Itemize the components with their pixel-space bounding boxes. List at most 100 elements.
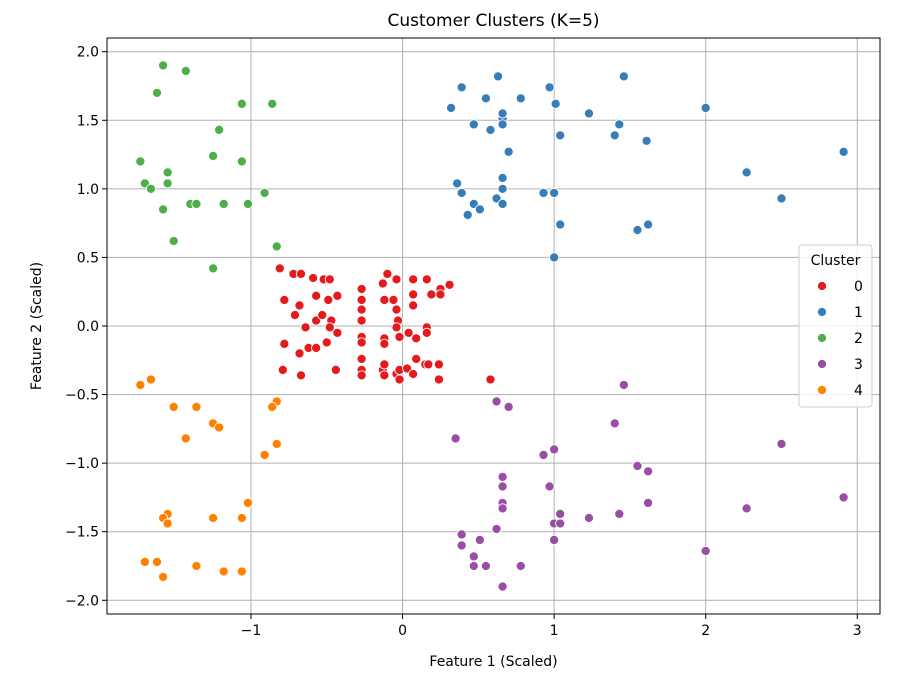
data-point-cluster-3 — [549, 534, 560, 545]
data-point-cluster-3 — [609, 418, 620, 429]
data-point-cluster-2 — [259, 187, 270, 199]
legend: Cluster 0 1 2 3 4 — [798, 244, 873, 408]
data-point-cluster-3 — [643, 466, 654, 477]
data-point-cluster-0 — [382, 268, 393, 279]
data-point-cluster-1 — [452, 178, 463, 189]
data-point-cluster-3 — [497, 581, 508, 592]
data-point-cluster-1 — [700, 102, 711, 113]
data-point-cluster-4 — [236, 512, 247, 524]
data-point-cluster-2 — [180, 65, 191, 76]
data-point-cluster-0 — [379, 338, 390, 349]
data-point-cluster-3 — [700, 545, 711, 556]
data-point-cluster-0 — [356, 370, 367, 381]
data-point-cluster-3 — [555, 518, 566, 529]
data-point-cluster-0 — [323, 294, 334, 305]
y-tick-label: −0.5 — [65, 388, 99, 404]
y-axis-label: Feature 2 (Scaled) — [29, 262, 45, 390]
data-point-cluster-2 — [236, 98, 247, 109]
legend-marker — [816, 280, 828, 292]
data-point-cluster-3 — [497, 481, 508, 492]
data-point-cluster-4 — [168, 401, 179, 412]
data-point-cluster-0 — [330, 364, 341, 375]
data-point-cluster-1 — [474, 204, 485, 215]
data-point-cluster-2 — [267, 98, 278, 109]
data-point-cluster-1 — [538, 187, 549, 199]
legend-label: 3 — [854, 357, 863, 373]
x-tick-label: 1 — [550, 623, 559, 639]
data-point-cluster-0 — [289, 309, 300, 321]
legend-marker — [816, 384, 828, 396]
data-point-cluster-1 — [641, 135, 652, 146]
data-point-cluster-1 — [515, 93, 526, 104]
data-point-cluster-0 — [295, 370, 307, 381]
data-point-cluster-1 — [618, 71, 629, 82]
data-point-cluster-0 — [391, 322, 402, 333]
legend-title: Cluster — [811, 253, 861, 269]
data-point-cluster-1 — [544, 82, 555, 93]
data-point-cluster-1 — [497, 119, 508, 130]
data-point-cluster-3 — [741, 503, 752, 514]
data-point-cluster-0 — [324, 322, 335, 333]
data-point-cluster-0 — [295, 268, 307, 279]
data-point-cluster-0 — [279, 338, 290, 349]
data-point-cluster-0 — [423, 359, 434, 370]
data-point-cluster-0 — [485, 374, 496, 385]
data-point-cluster-4 — [162, 518, 173, 529]
data-point-cluster-3 — [474, 534, 485, 545]
data-point-cluster-0 — [435, 289, 446, 300]
data-point-cluster-3 — [450, 433, 461, 444]
data-point-cluster-0 — [411, 333, 422, 344]
data-point-cluster-4 — [180, 433, 191, 444]
data-point-cluster-2 — [168, 235, 179, 247]
legend-label: 2 — [854, 331, 863, 347]
data-point-cluster-1 — [456, 187, 467, 199]
y-tick-label: −1.5 — [65, 525, 99, 541]
data-point-cluster-1 — [492, 71, 504, 82]
chart-title: Customer Clusters (K=5) — [387, 11, 599, 31]
data-point-cluster-1 — [555, 219, 566, 230]
x-tick-label: 0 — [398, 623, 407, 639]
data-point-cluster-4 — [145, 374, 157, 385]
data-point-cluster-4 — [259, 449, 270, 460]
data-point-cluster-0 — [321, 337, 332, 348]
data-point-cluster-4 — [214, 422, 225, 433]
data-point-cluster-4 — [208, 512, 219, 524]
data-point-cluster-1 — [497, 172, 508, 183]
data-point-cluster-0 — [294, 348, 305, 359]
data-point-cluster-3 — [503, 401, 514, 412]
data-point-cluster-0 — [411, 353, 422, 364]
data-point-cluster-0 — [277, 364, 288, 375]
data-point-cluster-0 — [274, 263, 285, 274]
data-point-cluster-2 — [191, 198, 202, 209]
y-tick-label: 0.5 — [77, 250, 99, 266]
data-point-cluster-0 — [356, 283, 367, 295]
data-point-cluster-3 — [544, 481, 555, 492]
data-point-cluster-3 — [497, 471, 508, 482]
data-point-cluster-2 — [271, 241, 282, 252]
data-point-cluster-4 — [242, 497, 254, 508]
data-point-cluster-4 — [267, 401, 278, 412]
data-point-cluster-3 — [491, 523, 502, 535]
data-point-cluster-1 — [549, 187, 560, 199]
data-point-cluster-0 — [408, 368, 419, 380]
data-point-cluster-1 — [550, 98, 561, 109]
data-point-cluster-0 — [308, 272, 319, 284]
data-point-cluster-0 — [317, 309, 328, 321]
data-point-cluster-3 — [583, 512, 595, 524]
data-point-cluster-0 — [300, 322, 311, 333]
data-point-cluster-0 — [408, 289, 419, 300]
x-axis-label: Feature 1 (Scaled) — [429, 654, 557, 670]
data-point-cluster-0 — [391, 304, 402, 315]
data-point-cluster-1 — [497, 183, 508, 194]
x-tick-label: 2 — [701, 623, 710, 639]
data-point-cluster-0 — [356, 294, 367, 305]
data-point-cluster-4 — [271, 438, 282, 449]
y-tick-label: 0.0 — [77, 319, 99, 335]
data-point-cluster-3 — [456, 540, 467, 551]
data-point-cluster-0 — [403, 327, 414, 338]
data-point-cluster-2 — [145, 183, 157, 194]
data-point-cluster-0 — [388, 294, 399, 305]
legend-marker — [816, 332, 828, 344]
data-point-cluster-0 — [279, 294, 290, 305]
